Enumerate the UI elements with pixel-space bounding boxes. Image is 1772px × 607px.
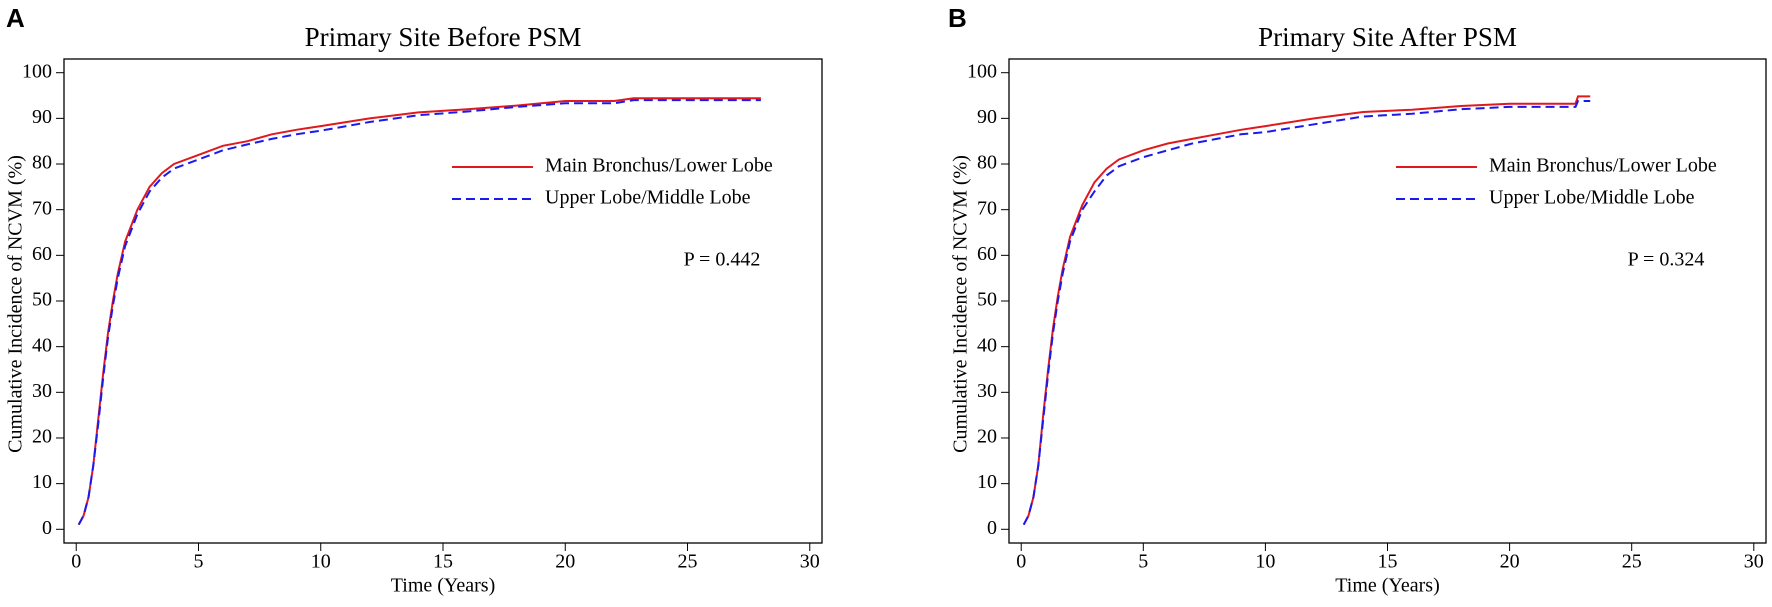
- y-tick-label: 90: [977, 106, 997, 128]
- y-tick-label: 10: [977, 471, 997, 493]
- x-tick-label: 25: [678, 551, 698, 573]
- y-tick-label: 40: [977, 334, 997, 356]
- x-tick-label: 20: [555, 551, 575, 573]
- x-tick-label: 15: [433, 551, 453, 573]
- legend-label: Main Bronchus/Lower Lobe: [1489, 155, 1717, 177]
- x-tick-label: 25: [1622, 551, 1642, 573]
- plot-frame: [1008, 58, 1767, 544]
- x-tick-label: 15: [1378, 551, 1398, 573]
- y-tick-label: 20: [977, 426, 997, 448]
- x-tick-label: 5: [193, 551, 203, 573]
- y-axis-label: Cumulative Incidence of NCVM (%): [950, 155, 972, 453]
- y-tick-label: 50: [32, 289, 52, 311]
- y-tick-label: 0: [987, 517, 997, 539]
- chart-title: Primary Site After PSM: [1258, 22, 1517, 52]
- x-tick-label: 20: [1500, 551, 1520, 573]
- y-tick-label: 40: [32, 334, 52, 356]
- panel-label: B: [948, 3, 967, 33]
- y-tick-label: 70: [32, 197, 52, 219]
- y-tick-label: 100: [22, 60, 52, 82]
- y-tick-label: 30: [32, 380, 52, 402]
- x-tick-label: 5: [1138, 551, 1148, 573]
- y-tick-label: 20: [32, 426, 52, 448]
- y-tick-label: 30: [977, 380, 997, 402]
- x-tick-label: 0: [71, 551, 81, 573]
- x-tick-label: 10: [311, 551, 331, 573]
- series-line: [77, 97, 761, 526]
- series-line: [77, 99, 761, 526]
- y-tick-label: 100: [967, 60, 997, 82]
- y-tick-label: 80: [977, 152, 997, 174]
- x-tick-label: 10: [1255, 551, 1275, 573]
- legend-label: Upper Lobe/Middle Lobe: [1489, 187, 1695, 209]
- y-axis-label: Cumulative Incidence of NCVM (%): [5, 155, 27, 453]
- y-tick-label: 80: [32, 152, 52, 174]
- y-tick-label: 60: [977, 243, 997, 265]
- x-tick-label: 0: [1016, 551, 1026, 573]
- y-tick-label: 70: [977, 197, 997, 219]
- y-tick-label: 10: [32, 471, 52, 493]
- legend-label: Upper Lobe/Middle Lobe: [545, 187, 751, 209]
- x-tick-label: 30: [800, 551, 820, 573]
- y-tick-label: 0: [42, 517, 52, 539]
- plot-frame: [63, 58, 823, 544]
- x-axis-label: Time (Years): [1335, 575, 1439, 597]
- y-tick-label: 60: [32, 243, 52, 265]
- x-axis-label: Time (Years): [391, 575, 495, 597]
- chart-title: Primary Site Before PSM: [305, 22, 582, 52]
- p-value-annotation: P = 0.324: [1628, 249, 1705, 271]
- x-tick-label: 30: [1744, 551, 1764, 573]
- p-value-annotation: P = 0.442: [684, 249, 761, 271]
- y-tick-label: 90: [32, 106, 52, 128]
- series-line: [1022, 100, 1591, 526]
- legend-label: Main Bronchus/Lower Lobe: [545, 155, 773, 177]
- y-tick-label: 50: [977, 289, 997, 311]
- panel-label: A: [6, 3, 25, 33]
